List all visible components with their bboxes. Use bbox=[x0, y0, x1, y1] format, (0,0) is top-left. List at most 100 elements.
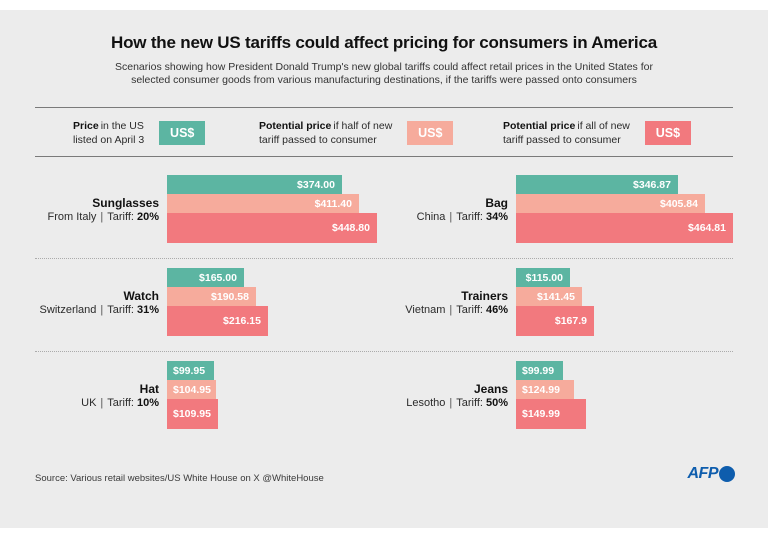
legend-line1: if half of new bbox=[333, 120, 393, 132]
legend-item-full-tariff: Potential price if all of new tariff pass… bbox=[503, 108, 691, 158]
separator: | bbox=[449, 211, 453, 223]
tariff-label: Tariff: bbox=[107, 397, 134, 409]
bar-group: $346.87 $405.84 $464.81 bbox=[516, 175, 733, 243]
bar-current-price: $346.87 bbox=[516, 175, 678, 194]
charts-grid: Sunglasses From Italy | Tariff: 20% $374.00… bbox=[35, 166, 733, 445]
legend-swatch-half-tariff: US$ bbox=[407, 121, 454, 145]
tariff-value: 31% bbox=[136, 304, 159, 316]
tariff-value: 10% bbox=[136, 397, 159, 409]
chart-watch: Watch Switzerland | Tariff: 31% $165.00 $19… bbox=[35, 259, 384, 351]
legend-text-current-price: Price in the US listed on April 3 bbox=[73, 119, 144, 147]
product-origin: From Italy | Tariff: 20% bbox=[35, 210, 160, 224]
product-label-watch: Watch Switzerland | Tariff: 31% bbox=[35, 289, 159, 317]
bar-half-tariff-price: $190.58 bbox=[167, 287, 256, 306]
product-name: Trainers bbox=[461, 289, 508, 303]
bar-current-price: $99.99 bbox=[516, 361, 563, 380]
separator: | bbox=[100, 397, 104, 409]
subtitle-line-2: selected consumer goods from various man… bbox=[131, 74, 637, 86]
bar-value-label: $99.99 bbox=[522, 364, 555, 377]
bar-value-label: $411.40 bbox=[314, 197, 352, 210]
bar-value-label: $115.00 bbox=[525, 271, 563, 284]
legend-item-half-tariff: Potential price if half of new tariff pas… bbox=[259, 108, 454, 158]
legend-line1: if all of new bbox=[577, 120, 630, 132]
origin-text: China bbox=[416, 211, 446, 223]
bar-value-label: $346.87 bbox=[633, 178, 671, 191]
bar-full-tariff-price: $448.80 bbox=[167, 213, 377, 243]
bar-value-label: $405.84 bbox=[660, 197, 698, 210]
bar-half-tariff-price: $411.40 bbox=[167, 194, 359, 213]
bar-current-price: $374.00 bbox=[167, 175, 342, 194]
separator: | bbox=[449, 397, 453, 409]
legend-swatch-current-price: US$ bbox=[159, 121, 206, 145]
bar-full-tariff-price: $109.95 bbox=[167, 399, 218, 429]
bar-half-tariff-price: $104.95 bbox=[167, 380, 216, 399]
legend: Price in the US listed on April 3 US$ Pot… bbox=[35, 107, 733, 157]
tariff-label: Tariff: bbox=[107, 304, 134, 316]
afp-logo-text: AFP bbox=[687, 465, 719, 482]
chart-row-3: Hat UK | Tariff: 10% $99.95 $104.95 $109.95… bbox=[35, 352, 733, 445]
legend-item-current-price: Price in the US listed on April 3 US$ bbox=[73, 108, 206, 158]
bar-full-tariff-price: $216.15 bbox=[167, 306, 268, 336]
bar-value-label: $141.45 bbox=[537, 290, 575, 303]
legend-line1: in the US bbox=[100, 120, 144, 132]
infographic-canvas: How the new US tariffs could affect pric… bbox=[0, 10, 768, 528]
bar-value-label: $167.9 bbox=[554, 315, 587, 327]
subtitle-line-1: Scenarios showing how President Donald T… bbox=[115, 61, 653, 73]
legend-text-half-tariff: Potential price if half of new tariff pas… bbox=[259, 119, 392, 147]
origin-text: UK bbox=[81, 397, 97, 409]
bar-half-tariff-price: $405.84 bbox=[516, 194, 705, 213]
bar-full-tariff-price: $167.9 bbox=[516, 306, 594, 336]
chart-row-2: Watch Switzerland | Tariff: 31% $165.00 $19… bbox=[35, 259, 733, 352]
origin-text: Switzerland bbox=[39, 304, 97, 316]
origin-text: Lesotho bbox=[406, 397, 446, 409]
product-label-jeans: Jeans Lesotho | Tariff: 50% bbox=[384, 382, 508, 410]
legend-line2: listed on April 3 bbox=[73, 134, 145, 146]
product-name: Hat bbox=[139, 382, 159, 396]
product-origin: China | Tariff: 34% bbox=[384, 210, 508, 224]
legend-lead: Potential price bbox=[259, 120, 332, 132]
product-origin: UK | Tariff: 10% bbox=[35, 396, 159, 410]
chart-bag: Bag China | Tariff: 34% $346.87 $405.84 $46… bbox=[384, 166, 733, 258]
bar-full-tariff-price: $149.99 bbox=[516, 399, 586, 429]
product-name: Jeans bbox=[473, 382, 508, 396]
afp-logo: AFP bbox=[687, 465, 735, 483]
separator: | bbox=[449, 304, 453, 316]
legend-lead: Price bbox=[73, 120, 99, 132]
bar-group: $99.99 $124.99 $149.99 bbox=[516, 361, 586, 429]
tariff-value: 34% bbox=[485, 211, 508, 223]
legend-text-full-tariff: Potential price if all of new tariff pass… bbox=[503, 119, 630, 147]
page-title: How the new US tariffs could affect pric… bbox=[111, 33, 657, 52]
bar-current-price: $165.00 bbox=[167, 268, 244, 287]
bar-group: $165.00 $190.58 $216.15 bbox=[167, 268, 268, 336]
chart-row-1: Sunglasses From Italy | Tariff: 20% $374.00… bbox=[35, 166, 733, 259]
product-label-hat: Hat UK | Tariff: 10% bbox=[35, 382, 159, 410]
product-origin: Lesotho | Tariff: 50% bbox=[384, 396, 508, 410]
legend-line2: tariff passed to consumer bbox=[259, 134, 377, 146]
bar-value-label: $374.00 bbox=[297, 178, 335, 191]
product-name: Watch bbox=[123, 289, 159, 303]
product-label-bag: Bag China | Tariff: 34% bbox=[384, 196, 508, 224]
tariff-label: Tariff: bbox=[107, 211, 134, 223]
tariff-value: 50% bbox=[485, 397, 508, 409]
bar-value-label: $190.58 bbox=[211, 290, 249, 303]
separator: | bbox=[100, 211, 104, 223]
product-origin: Vietnam | Tariff: 46% bbox=[384, 303, 508, 317]
legend-line2: tariff passed to consumer bbox=[503, 134, 621, 146]
source-credit: Source: Various retail websites/US White… bbox=[35, 473, 324, 484]
bar-half-tariff-price: $124.99 bbox=[516, 380, 574, 399]
tariff-label: Tariff: bbox=[456, 211, 483, 223]
tariff-value: 46% bbox=[485, 304, 508, 316]
tariff-label: Tariff: bbox=[456, 397, 483, 409]
origin-text: Vietnam bbox=[405, 304, 446, 316]
bar-value-label: $448.80 bbox=[332, 222, 370, 234]
bar-value-label: $109.95 bbox=[173, 408, 211, 420]
bar-value-label: $104.95 bbox=[173, 383, 211, 396]
bar-value-label: $99.95 bbox=[173, 364, 206, 377]
bar-value-label: $124.99 bbox=[522, 383, 560, 396]
bar-value-label: $216.15 bbox=[223, 315, 261, 327]
legend-swatch-full-tariff: US$ bbox=[644, 121, 691, 145]
bar-group: $374.00 $411.40 $448.80 bbox=[167, 175, 377, 243]
bar-value-label: $464.81 bbox=[688, 222, 726, 234]
origin-text: From Italy bbox=[47, 211, 97, 223]
afp-logo-globe-icon bbox=[719, 466, 735, 482]
